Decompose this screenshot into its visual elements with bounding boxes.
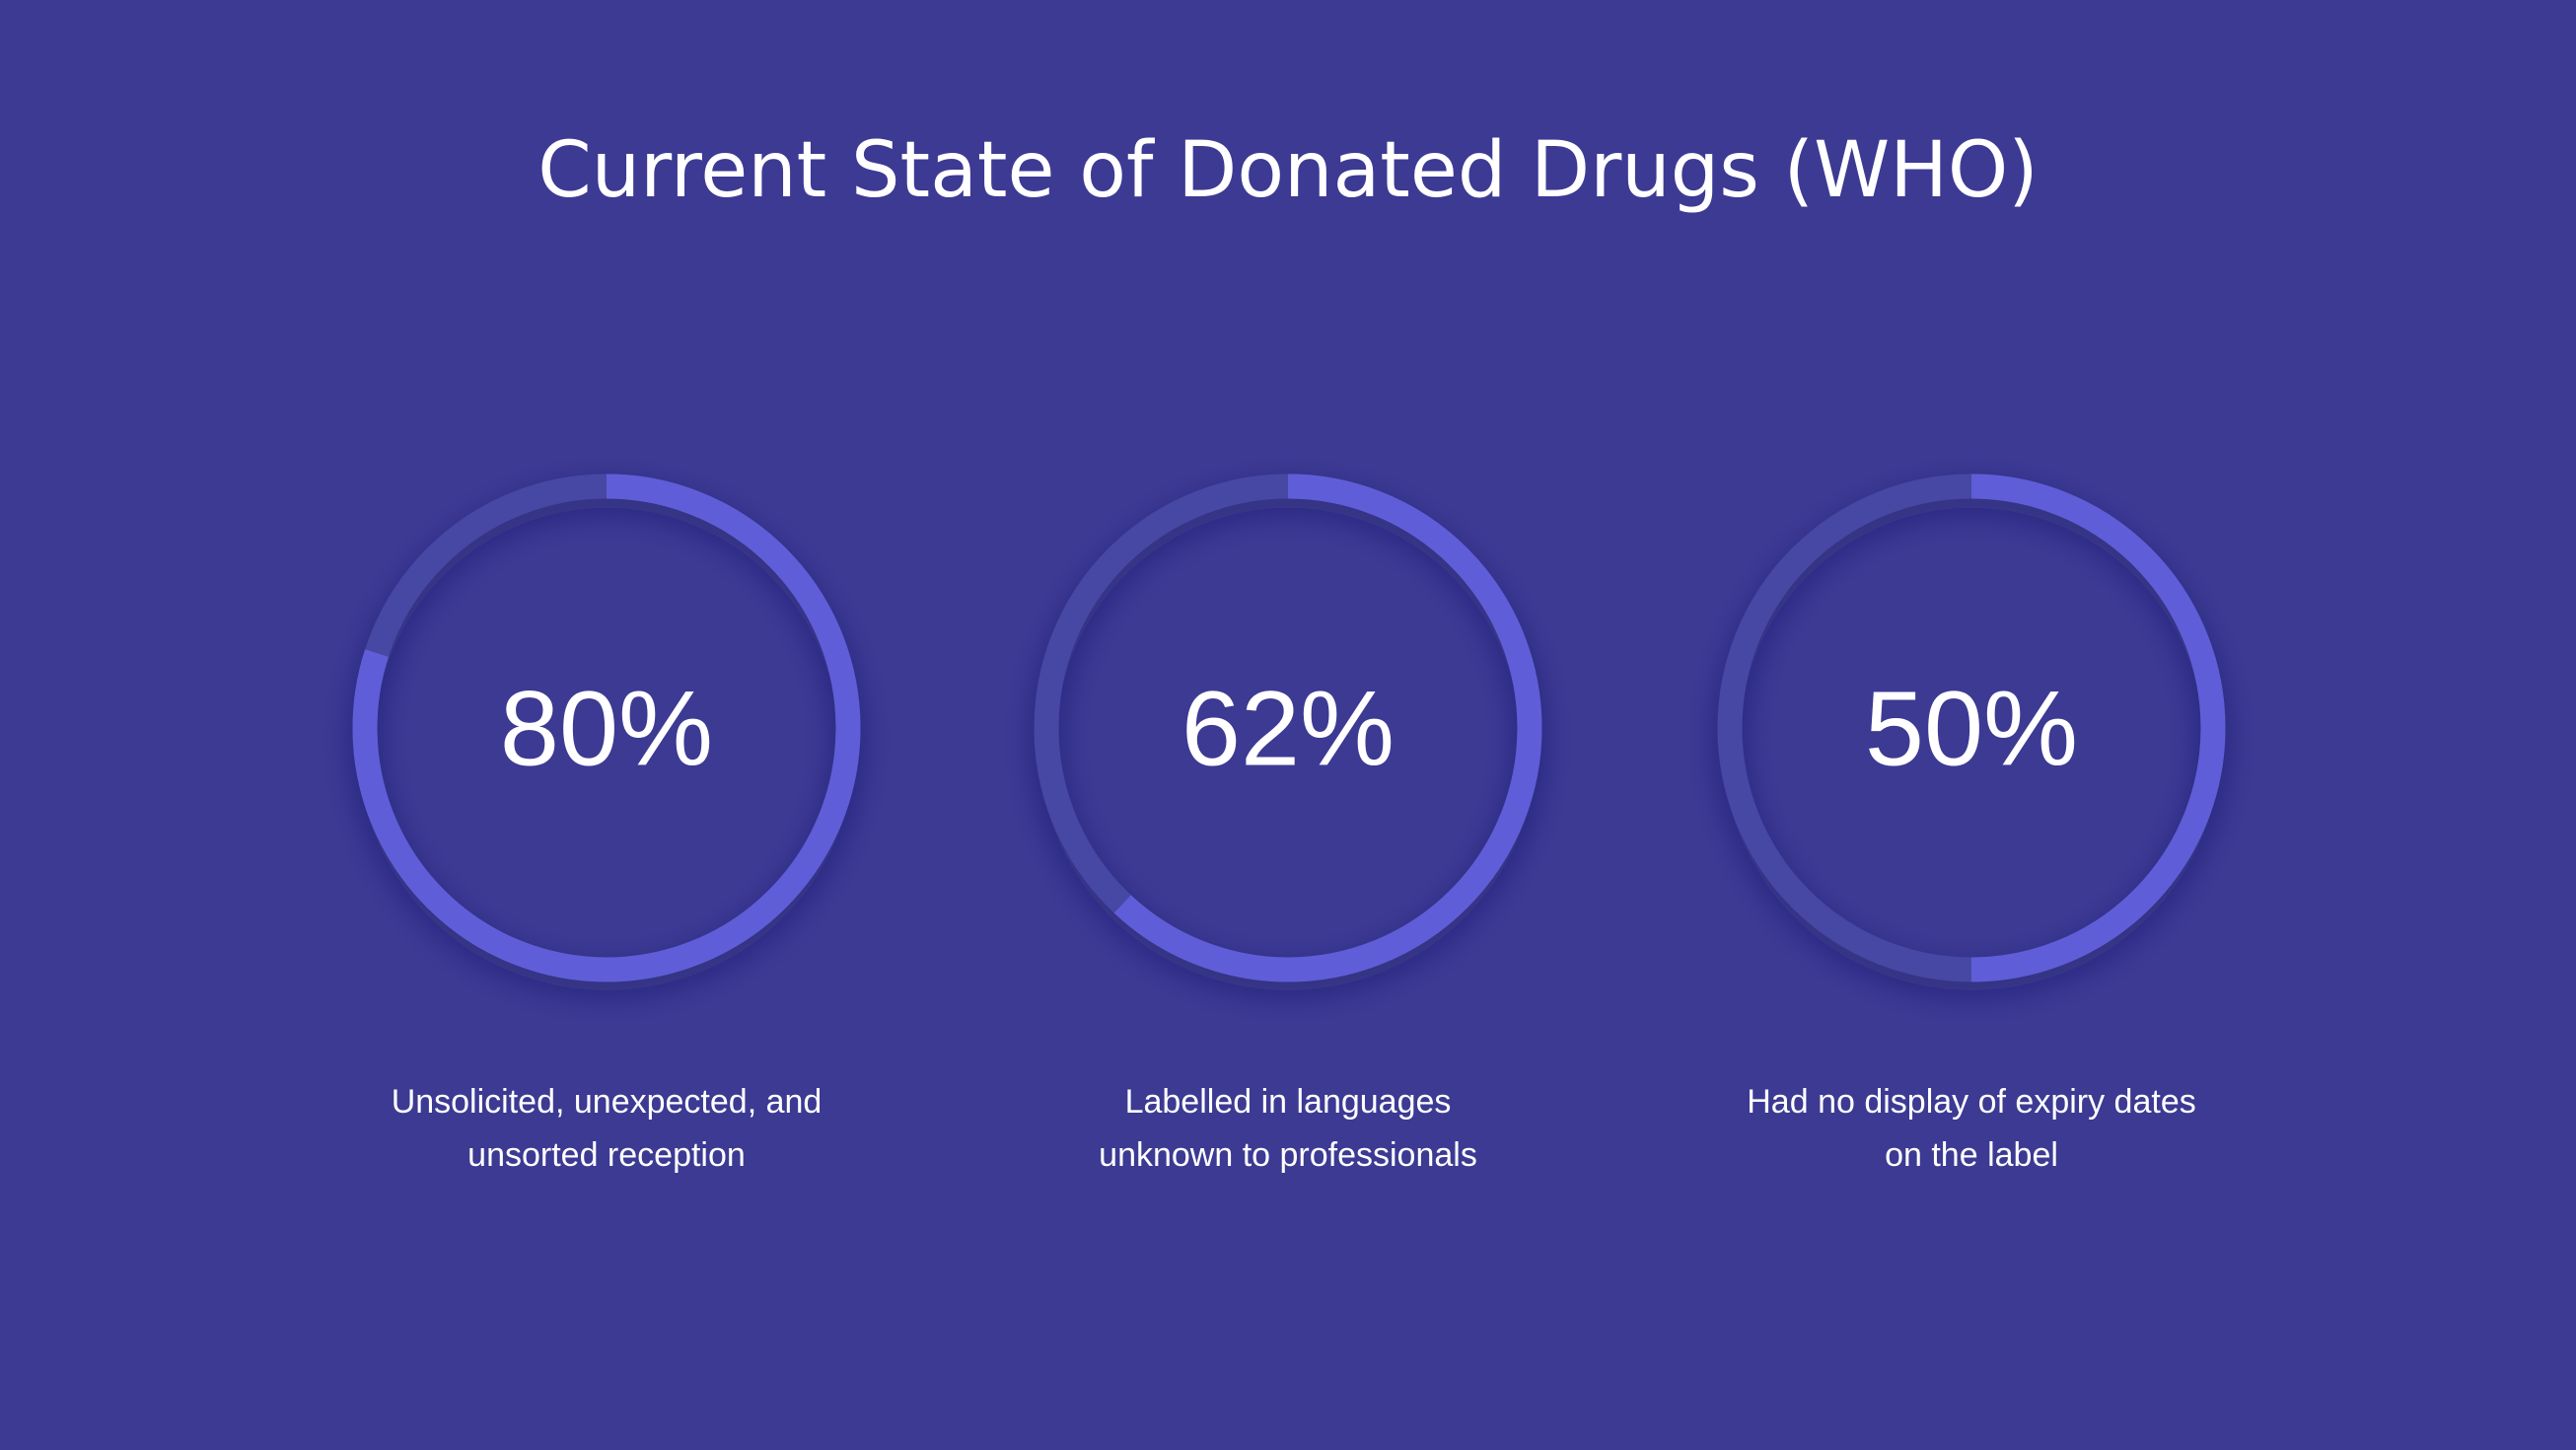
caption: Unsolicited, unexpected, and unsorted re…	[391, 1083, 823, 1174]
value-label: 62%	[1181, 669, 1395, 788]
caption: Had no display of expiry dates on the la…	[1747, 1083, 2196, 1174]
chart-title: Current State of Donated Drugs (WHO)	[537, 126, 2039, 215]
value-label: 50%	[1865, 669, 2078, 788]
ring-progress	[352, 473, 861, 982]
value-label: 80%	[500, 669, 713, 788]
ring-progress	[1717, 473, 2226, 982]
ring-progress	[1034, 473, 1542, 982]
caption: Labelled in languages unknown to profess…	[1099, 1083, 1477, 1174]
